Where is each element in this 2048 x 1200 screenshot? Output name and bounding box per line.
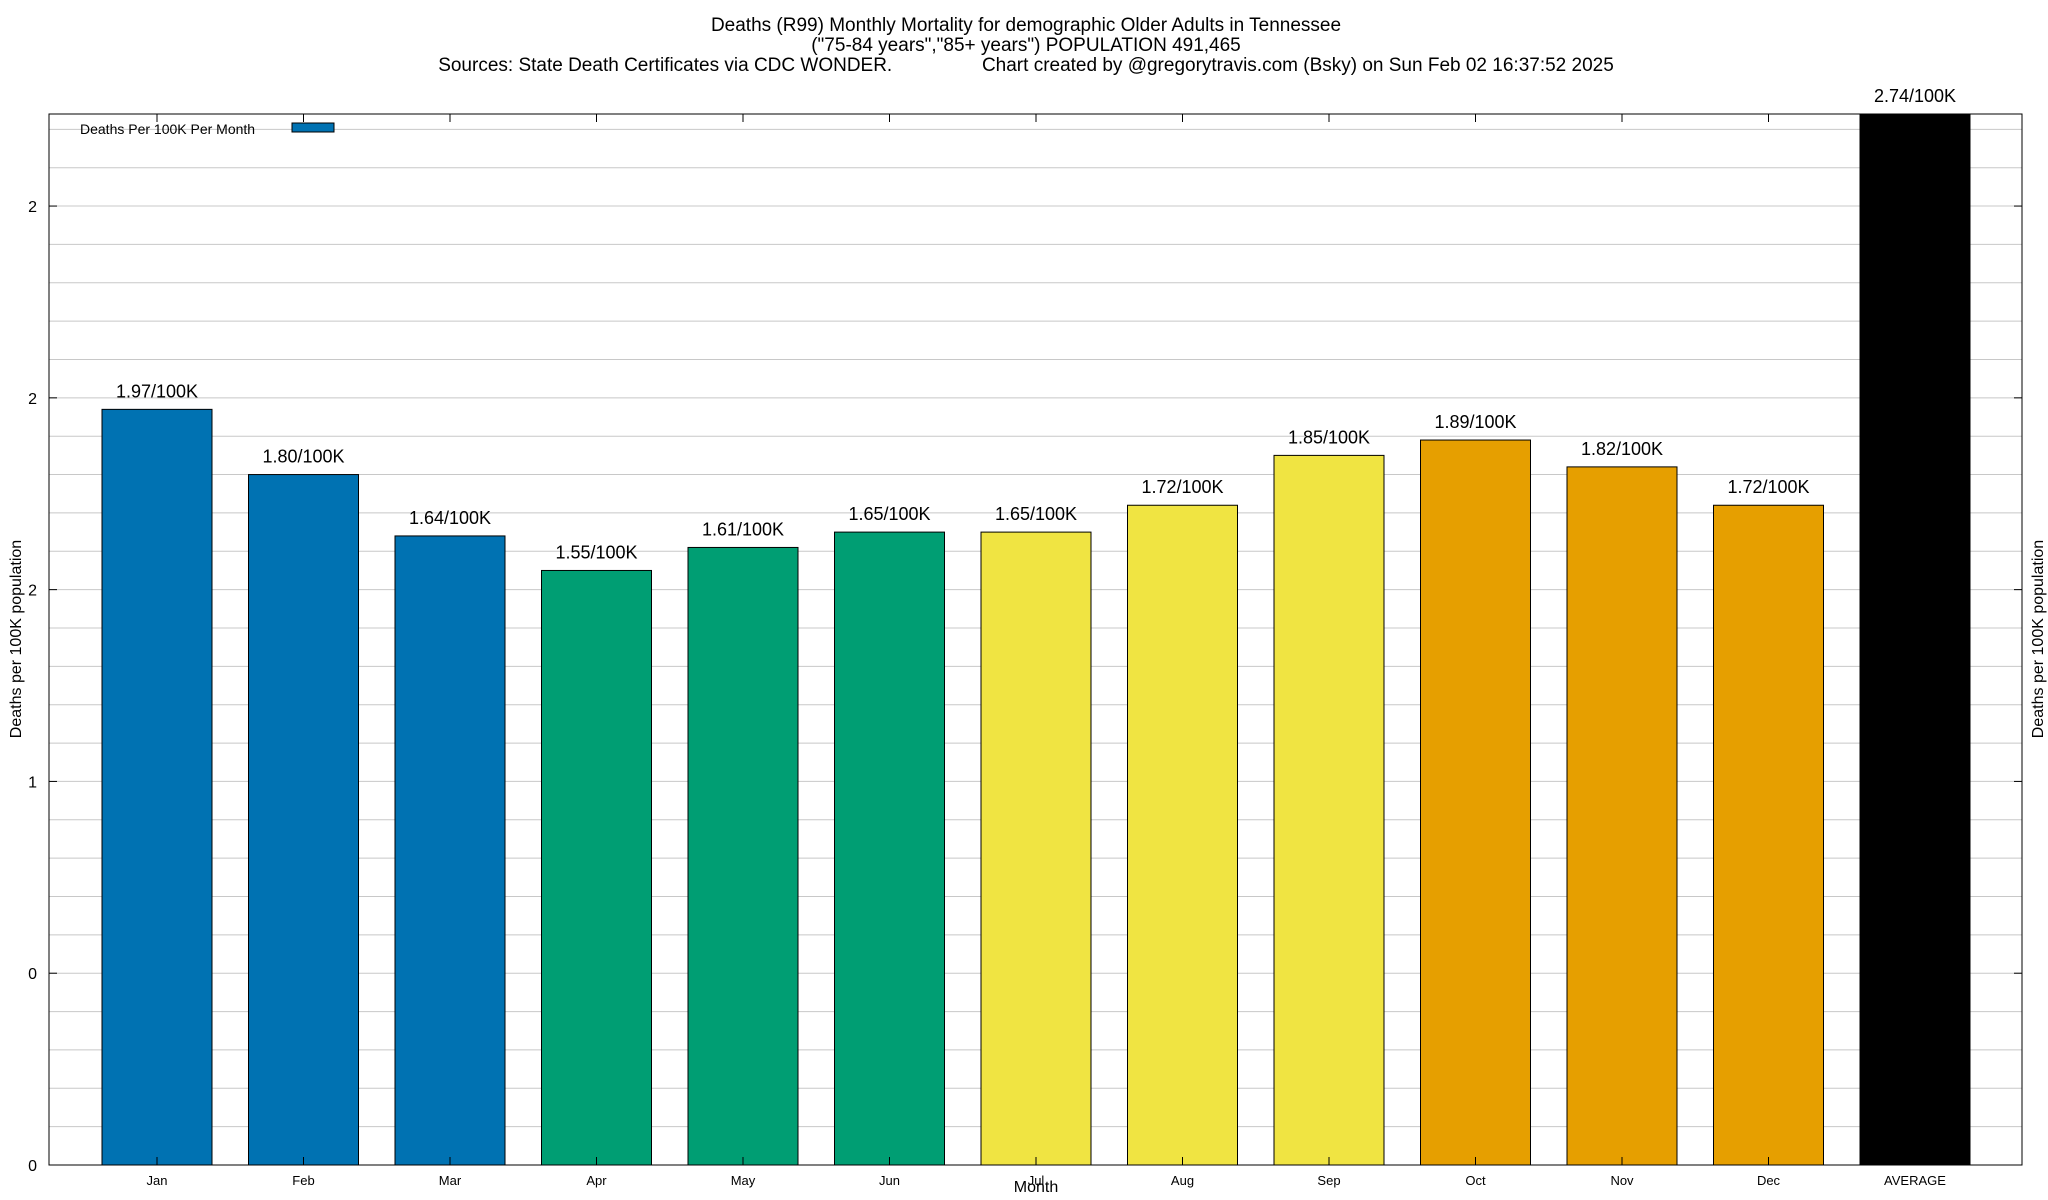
bar bbox=[1566, 466, 1678, 1166]
x-tick-label: Mar bbox=[439, 1173, 462, 1188]
x-tick-label: May bbox=[731, 1173, 756, 1188]
bar-data-label: 1.65/100K bbox=[995, 504, 1077, 524]
bar-data-label: 1.89/100K bbox=[1434, 412, 1516, 432]
chart-sources: Sources: State Death Certificates via CD… bbox=[438, 55, 1614, 76]
bar-data-label: 1.80/100K bbox=[262, 447, 344, 467]
bar bbox=[1273, 454, 1385, 1166]
bar-data-label: 2.74/100K bbox=[1874, 86, 1956, 106]
bars: 1.97/100K 1.80/100K 1.64/100K 1.55/100K 1.61… bbox=[101, 86, 1971, 1166]
x-tick-label: AVERAGE bbox=[1884, 1173, 1946, 1188]
x-tick-label: Nov bbox=[1610, 1173, 1634, 1188]
bar bbox=[1127, 504, 1238, 1166]
y-tick-label: 0 bbox=[28, 1158, 37, 1175]
y-tick-label: 2 bbox=[28, 199, 37, 216]
x-tick-label: Oct bbox=[1465, 1173, 1486, 1188]
bar-data-label: 1.72/100K bbox=[1727, 477, 1809, 497]
legend: Deaths Per 100K Per Month bbox=[80, 121, 335, 137]
y-axis-title-right: Deaths per 100K population bbox=[2030, 540, 2047, 738]
bar bbox=[980, 531, 1092, 1166]
bar bbox=[834, 531, 945, 1166]
x-tick-label: Apr bbox=[586, 1173, 607, 1188]
chart-title-group: Deaths (R99) Monthly Mortality for demog… bbox=[438, 15, 1614, 76]
legend-label: Deaths Per 100K Per Month bbox=[80, 121, 255, 137]
bar bbox=[248, 474, 359, 1166]
x-tick-label: Jun bbox=[879, 1173, 900, 1188]
bar-data-label: 1.72/100K bbox=[1141, 477, 1223, 497]
bar-data-label: 1.97/100K bbox=[116, 381, 198, 401]
y-axis-title-left: Deaths per 100K population bbox=[8, 540, 25, 738]
bar bbox=[1420, 439, 1531, 1166]
bar bbox=[687, 546, 799, 1166]
x-tick-label: Aug bbox=[1171, 1173, 1194, 1188]
y-tick-label: 1 bbox=[28, 774, 37, 791]
bar-data-label: 1.82/100K bbox=[1581, 439, 1663, 459]
x-tick-label: Jan bbox=[147, 1173, 168, 1188]
x-tick-label: Jul bbox=[1028, 1173, 1045, 1188]
y-tick-label: 0 bbox=[28, 966, 37, 983]
bar-data-label: 1.64/100K bbox=[409, 508, 491, 528]
chart-title: Deaths (R99) Monthly Mortality for demog… bbox=[711, 15, 1341, 36]
axis-ticks: 0 0 1 2 2 2 Jan Feb Mar Apr May Jun Jul Aug Sep Oct Nov D… bbox=[28, 114, 2022, 1188]
bar-data-label: 1.55/100K bbox=[555, 542, 637, 562]
bar-data-label: 1.85/100K bbox=[1288, 427, 1370, 447]
bar bbox=[1713, 504, 1824, 1166]
y-tick-label: 2 bbox=[28, 391, 37, 408]
plot-frame bbox=[48, 113, 2023, 1166]
chart-subtitle: ("75-84 years","85+ years") POPULATION 4… bbox=[811, 35, 1241, 56]
bar-data-label: 1.61/100K bbox=[702, 519, 784, 539]
legend-swatch bbox=[291, 122, 335, 133]
bar bbox=[394, 535, 506, 1166]
bar bbox=[1859, 113, 1971, 1166]
bar-data-label: 1.65/100K bbox=[848, 504, 930, 524]
bar bbox=[101, 408, 213, 1166]
x-axis-title: Month bbox=[1014, 1179, 1058, 1196]
bar bbox=[541, 569, 652, 1166]
x-tick-label: Dec bbox=[1757, 1173, 1781, 1188]
x-tick-label: Sep bbox=[1317, 1173, 1340, 1188]
x-tick-label: Feb bbox=[292, 1173, 314, 1188]
y-tick-label: 2 bbox=[28, 583, 37, 600]
